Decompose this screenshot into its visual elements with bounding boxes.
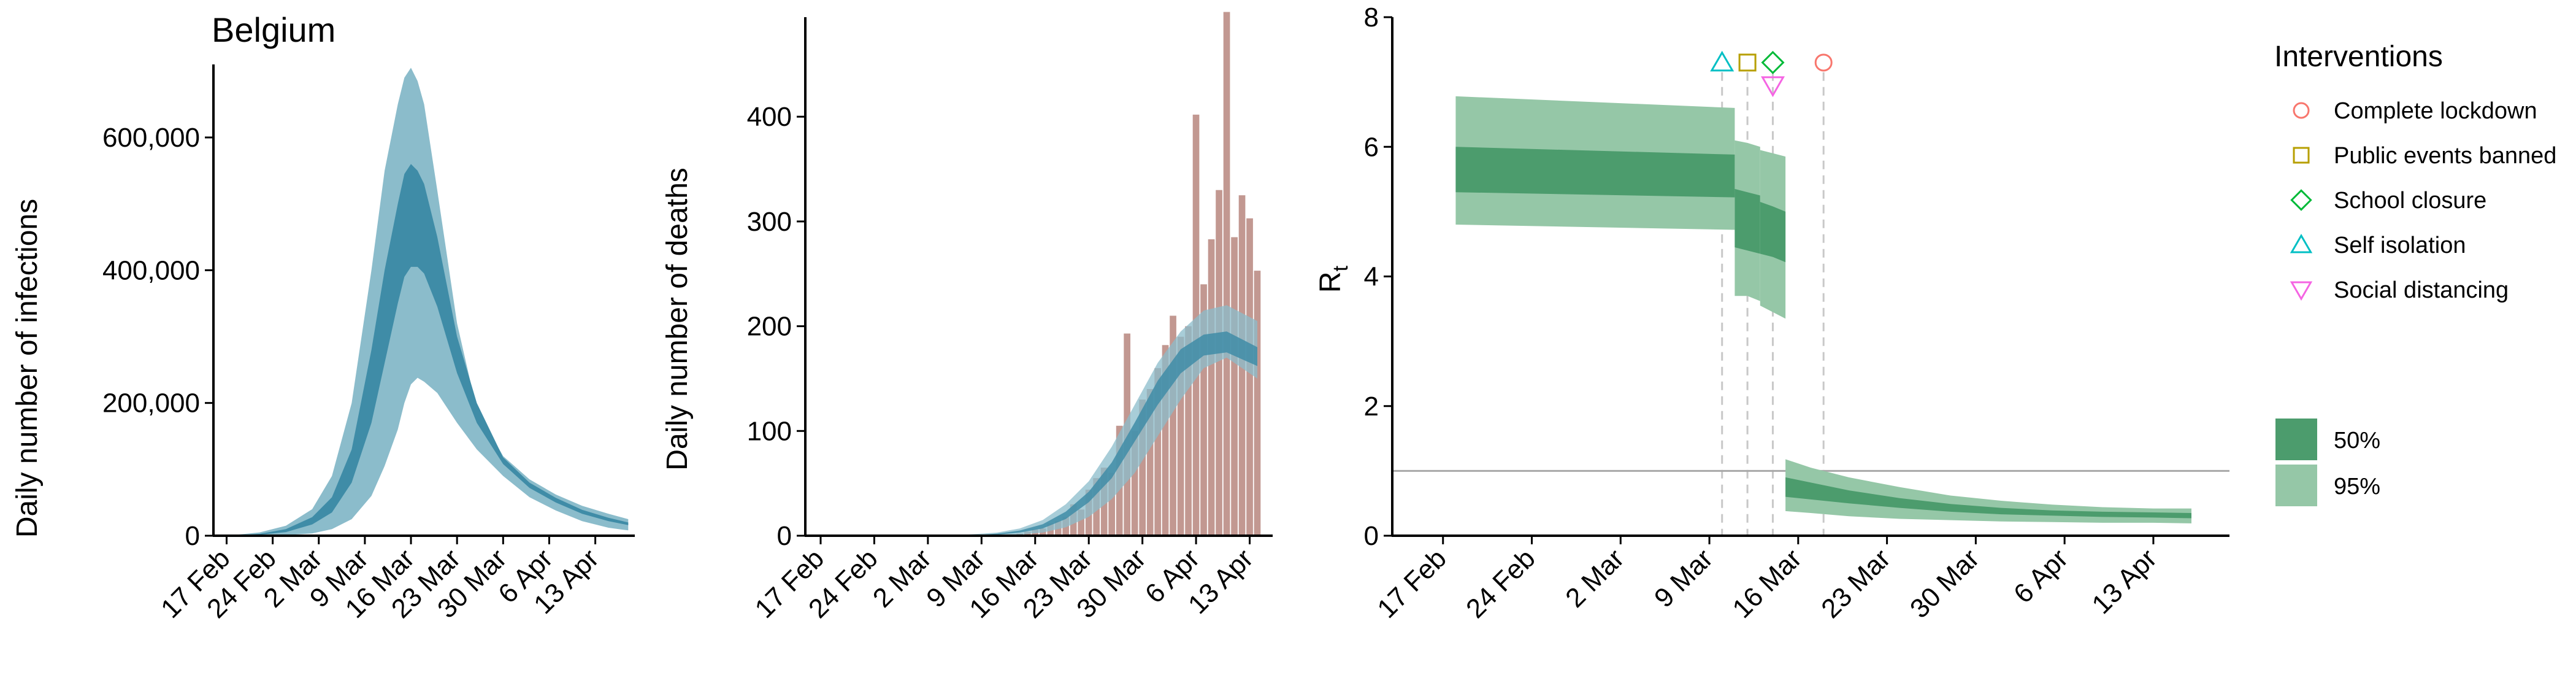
y-axis-title: Daily number of deaths: [661, 168, 694, 471]
x-tick-label: 2 Mar: [1560, 543, 1630, 613]
legend-marker: [2290, 281, 2313, 301]
y-tick-label: 6: [1364, 132, 1379, 162]
legend-marker: [2293, 102, 2310, 119]
intervention-marker: [1738, 53, 1757, 72]
death-bar: [1131, 431, 1138, 536]
intervention-marker: [1710, 50, 1735, 72]
y-tick-label: 2: [1364, 392, 1379, 422]
legend-marker: [2293, 147, 2310, 164]
death-bar: [1154, 368, 1161, 536]
death-bar: [1246, 218, 1253, 536]
legend: Interventions Complete lockdown Public ev…: [2274, 41, 2556, 506]
legend-label: Public events banned: [2334, 143, 2556, 169]
legend-band-swatch: [2275, 465, 2317, 506]
band-50-group: [920, 331, 1257, 536]
x-tick-label: 16 Mar: [1727, 543, 1807, 623]
panel-infections: Belgium Daily number of infections 0 200,…: [11, 10, 635, 624]
y-tick-label: 400: [747, 102, 792, 132]
y-axis-title-subscript: t: [1329, 265, 1352, 271]
death-bar: [1185, 326, 1192, 536]
death-bar: [1139, 399, 1146, 536]
y-tick-label: 0: [777, 521, 792, 551]
rt-band-50: [1785, 477, 2191, 519]
death-bar: [1208, 239, 1215, 536]
y-axis-title-main: R: [1314, 271, 1347, 293]
death-bar: [1177, 336, 1184, 536]
x-tick-label: 30 Mar: [1904, 543, 1985, 623]
panel-rt: Rt 0 2 4 6 8 17 Feb 24 Feb 2 Mar 9 Mar 16 Mar 23 M…: [1314, 2, 2229, 624]
rt-band-50: [1760, 202, 1786, 263]
band-50: [920, 331, 1257, 536]
legend-label: Self isolation: [2334, 233, 2466, 258]
y-tick-label: 0: [1364, 521, 1379, 551]
x-tick-label: 9 Mar: [1649, 543, 1719, 613]
legend-label: Complete lockdown: [2334, 98, 2537, 124]
legend-label: School closure: [2334, 188, 2486, 214]
legend-band-label: 95%: [2334, 474, 2380, 500]
legend-marker: [2290, 234, 2313, 253]
y-tick-label: 4: [1364, 262, 1379, 292]
x-tick-label: 2 Mar: [867, 543, 937, 613]
death-bar: [1216, 190, 1222, 536]
y-tick-label: 100: [747, 416, 792, 446]
y-tick-label: 200: [747, 312, 792, 342]
y-tick-label: 300: [747, 207, 792, 237]
legend-band-swatch: [2275, 419, 2317, 460]
y-tick-label: 600,000: [102, 123, 200, 153]
legend-marker: [2290, 189, 2312, 211]
death-bar: [1170, 315, 1176, 536]
x-tick-label: 13 Apr: [2086, 543, 2163, 620]
rt-band-50: [1735, 188, 1760, 254]
death-bar: [1146, 389, 1154, 536]
y-axis-title: Rt: [1314, 265, 1352, 293]
y-tick-label: 0: [185, 521, 200, 551]
legend-label: Social distancing: [2334, 277, 2509, 303]
death-bar: [1108, 473, 1115, 536]
x-tick-label: 24 Feb: [1460, 543, 1541, 624]
death-bar: [1231, 237, 1238, 536]
intervention-marker: [1814, 53, 1833, 72]
rt-band-95: [1785, 459, 2191, 523]
band-95: [233, 68, 629, 536]
death-bar: [1200, 284, 1207, 536]
death-bar: [1078, 509, 1084, 536]
death-bar: [1162, 345, 1169, 536]
intervention-marker: [1761, 50, 1785, 74]
death-bar: [1254, 271, 1261, 536]
legend-title: Interventions: [2274, 41, 2443, 73]
x-tick-label: 23 Mar: [1815, 543, 1896, 623]
x-tick-label: 17 Feb: [1371, 543, 1452, 624]
death-bar: [1223, 12, 1230, 536]
panel-title: Belgium: [212, 10, 335, 49]
intervention-marker: [1761, 76, 1785, 98]
x-tick-label: 6 Apr: [2008, 543, 2074, 609]
band-50: [233, 164, 629, 536]
y-tick-label: 400,000: [102, 255, 200, 285]
y-axis-title: Daily number of infections: [11, 199, 44, 538]
legend-band-label: 50%: [2334, 428, 2380, 453]
y-tick-label: 8: [1364, 2, 1379, 33]
y-tick-label: 200,000: [102, 388, 200, 419]
rt-band-50: [1455, 147, 1735, 198]
